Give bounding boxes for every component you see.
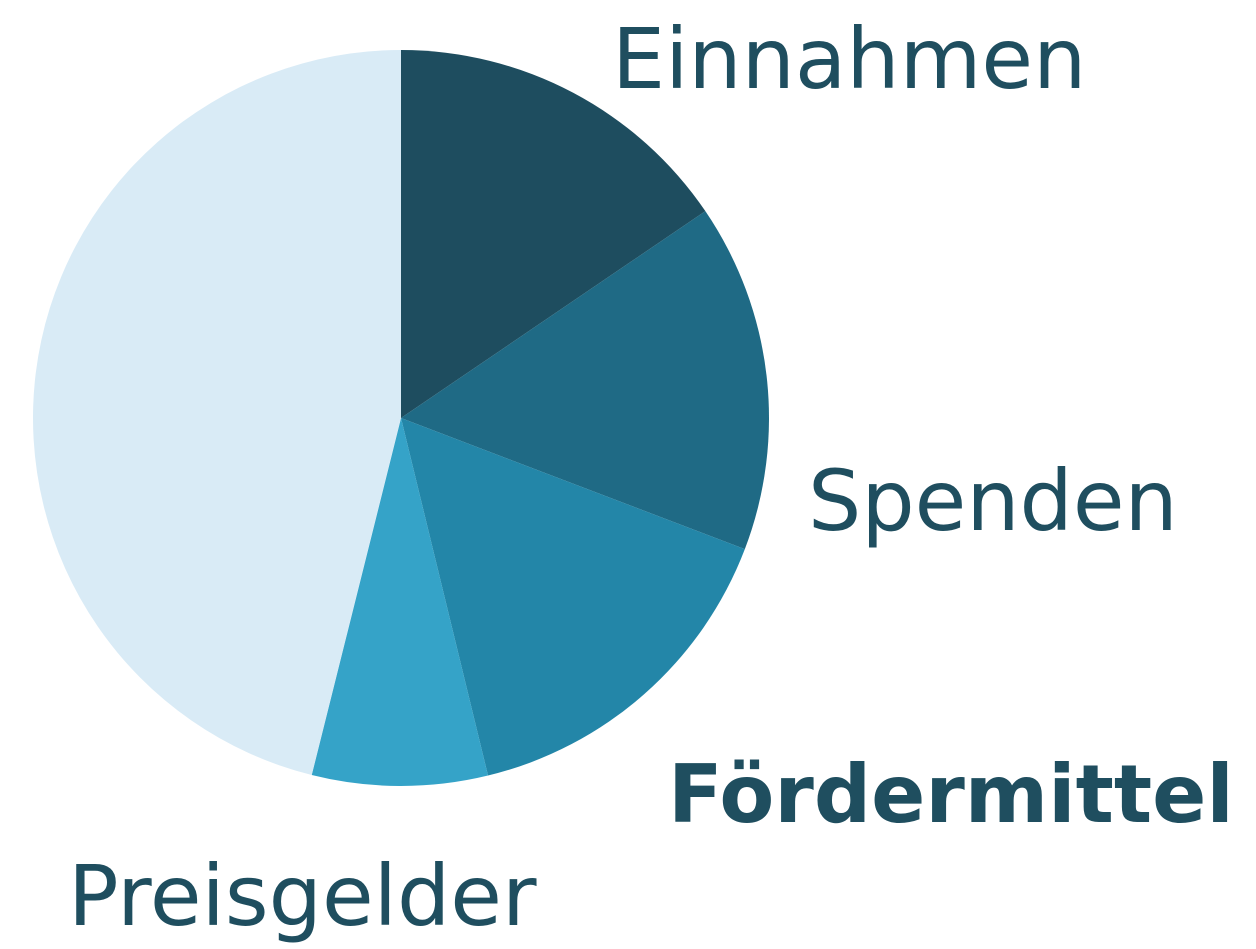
pie-slice bbox=[401, 211, 769, 550]
pie-slice bbox=[33, 50, 401, 776]
pie-slice bbox=[401, 50, 706, 418]
slice-label: Einnahmen bbox=[612, 10, 1086, 108]
slice-label: Fördermittel bbox=[668, 748, 1234, 841]
pie-slice bbox=[311, 418, 489, 786]
slice-label: Preisgelder bbox=[68, 847, 537, 945]
slice-label: Spenden bbox=[808, 452, 1178, 550]
pie-slice bbox=[401, 418, 745, 776]
